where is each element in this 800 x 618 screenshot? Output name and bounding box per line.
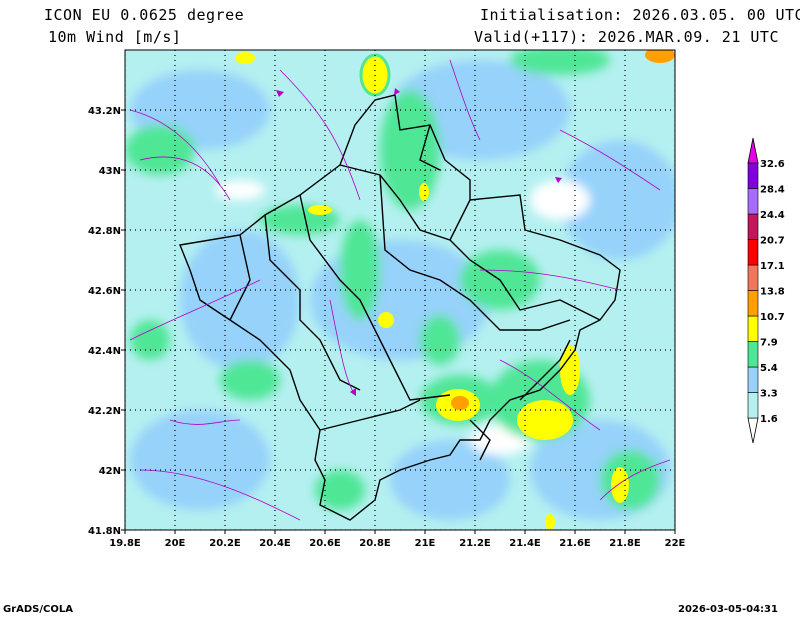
- lat-label: 43N: [99, 166, 121, 177]
- lat-label: 42.8N: [88, 226, 121, 237]
- streamlines: [129, 59, 671, 521]
- axis-labels: 19.8E 20E 20.2E 20.4E 20.6E 20.8E 21E 21.2E 21.4…: [88, 106, 686, 549]
- colorbar-segment: [747, 290, 759, 317]
- variable-title: 10m Wind [m/s]: [48, 28, 182, 46]
- software-credit: GrADS/COLA: [3, 604, 73, 615]
- colorbar-segment: [747, 188, 759, 215]
- colorbar-upper-arrow: [747, 137, 759, 164]
- colorbar-label: 17.1: [760, 261, 785, 272]
- lon-label: 21.2E: [459, 538, 491, 549]
- colorbar-label: 3.3: [760, 389, 778, 400]
- streamline-arrows: [276, 88, 562, 396]
- lon-label: 22E: [665, 538, 686, 549]
- colorbar-label: 13.8: [760, 287, 785, 298]
- colorbar-segment: [747, 213, 759, 240]
- lon-label: 20.8E: [359, 538, 391, 549]
- colorbar-label: 28.4: [760, 185, 785, 196]
- lon-label: 21.8E: [609, 538, 641, 549]
- colorbar-segment: [747, 315, 759, 342]
- lon-label: 20.6E: [309, 538, 341, 549]
- lat-label: 43.2N: [88, 106, 121, 117]
- lat-label: 42N: [99, 466, 121, 477]
- lon-label: 19.8E: [109, 538, 141, 549]
- valid-time: Valid(+117): 2026.MAR.09. 21 UTC: [474, 28, 779, 46]
- lon-label: 20E: [165, 538, 186, 549]
- lat-label: 41.8N: [88, 526, 121, 537]
- lon-label: 21.6E: [559, 538, 591, 549]
- colorbar-label: 7.9: [760, 338, 778, 349]
- colorbar-label: 32.6: [760, 159, 785, 170]
- colorbar-segment: [747, 392, 759, 419]
- generated-timestamp: 2026-03-05-04:31: [678, 604, 778, 615]
- colorbar-label: 5.4: [760, 363, 778, 374]
- graticule: [125, 50, 675, 530]
- lat-label: 42.6N: [88, 286, 121, 297]
- colorbar-label: 1.6: [760, 414, 778, 425]
- lon-label: 21E: [415, 538, 436, 549]
- colorbar-label: 20.7: [760, 236, 785, 247]
- model-title: ICON EU 0.0625 degree: [44, 6, 245, 24]
- colorbar: 1.6 3.3 5.4 7.9 10.7 13.8 17.1 20.7 24.4 28.4 32.6: [747, 137, 785, 444]
- colorbar-label: 24.4: [760, 210, 785, 221]
- initialisation-time: Initialisation: 2026.03.05. 00 UTC: [480, 6, 800, 24]
- lat-label: 42.2N: [88, 406, 121, 417]
- lon-label: 20.4E: [259, 538, 291, 549]
- colorbar-segment: [747, 162, 759, 189]
- colorbar-segment: [747, 366, 759, 393]
- high-wind-areas: [235, 50, 675, 530]
- colorbar-segment: [747, 239, 759, 266]
- colorbar-lower-arrow: [747, 417, 759, 444]
- colorbar-segment: [747, 341, 759, 368]
- colorbar-label: 10.7: [760, 312, 785, 323]
- wind-speed-field: [125, 50, 675, 530]
- lon-label: 20.2E: [209, 538, 241, 549]
- lat-label: 42.4N: [88, 346, 121, 357]
- colorbar-segment: [747, 264, 759, 291]
- borders: [179, 94, 621, 521]
- lon-label: 21.4E: [509, 538, 541, 549]
